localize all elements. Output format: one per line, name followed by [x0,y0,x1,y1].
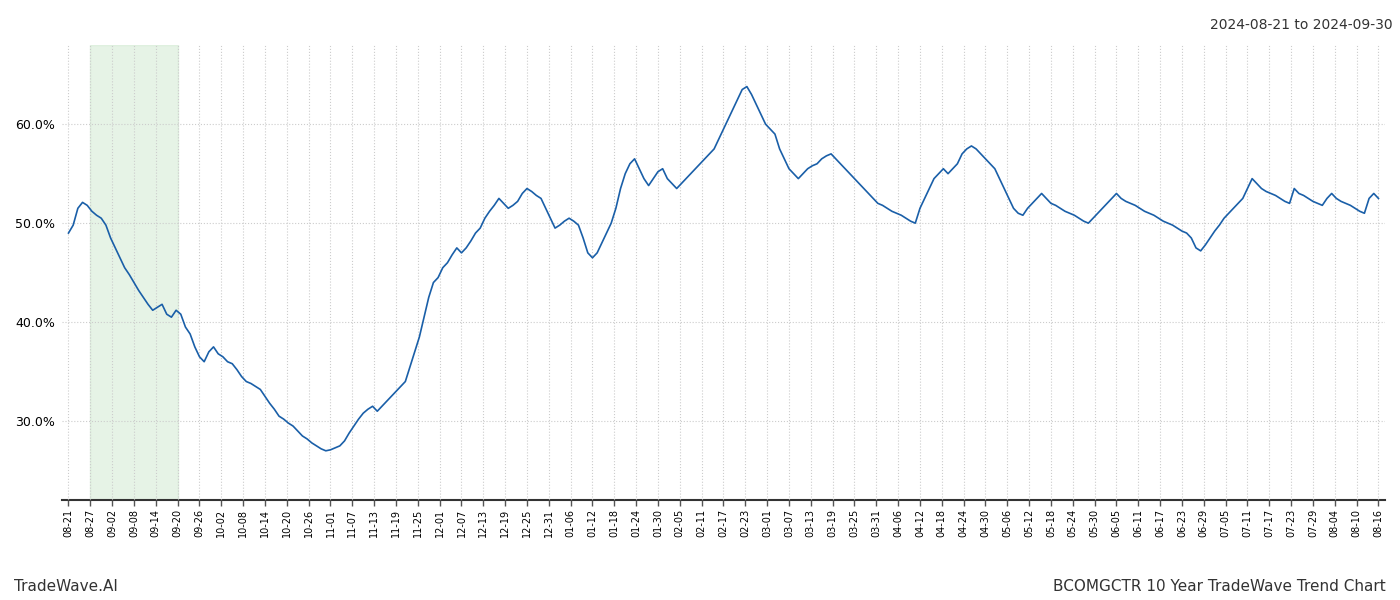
Text: TradeWave.AI: TradeWave.AI [14,579,118,594]
Text: BCOMGCTR 10 Year TradeWave Trend Chart: BCOMGCTR 10 Year TradeWave Trend Chart [1053,579,1386,594]
Text: 2024-08-21 to 2024-09-30: 2024-08-21 to 2024-09-30 [1211,18,1393,32]
Bar [91,45,178,500]
